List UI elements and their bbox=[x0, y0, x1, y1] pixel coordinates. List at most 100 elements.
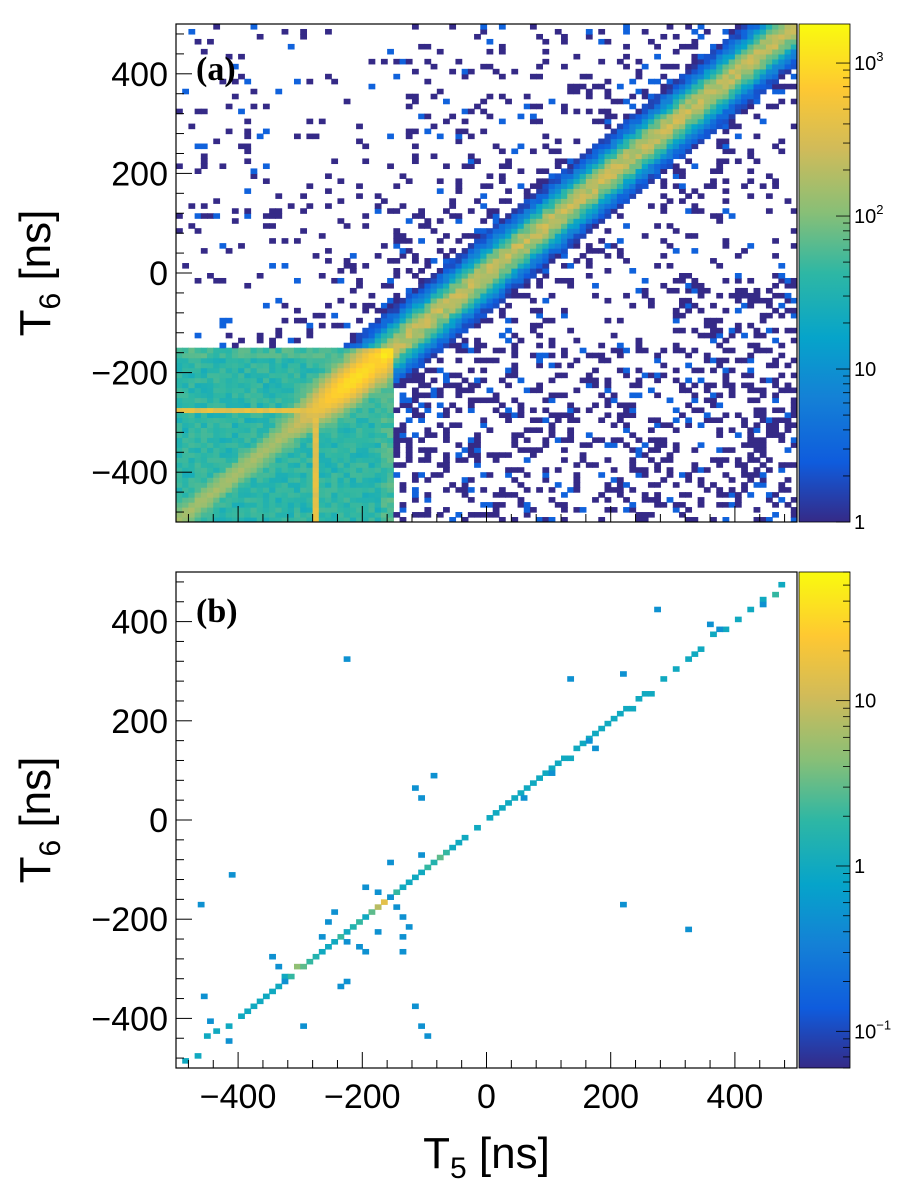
heatmap-bin bbox=[436, 387, 444, 394]
heatmap-bin bbox=[281, 407, 289, 414]
heatmap-bin bbox=[747, 103, 755, 110]
heatmap-bin bbox=[517, 497, 525, 503]
heatmap-bin bbox=[362, 377, 370, 384]
heatmap-bin bbox=[567, 755, 575, 762]
heatmap-bin bbox=[492, 248, 500, 254]
heatmap-bin bbox=[784, 63, 792, 70]
heatmap-bin bbox=[269, 352, 276, 359]
heatmap-bin bbox=[529, 258, 537, 264]
heatmap-bin bbox=[722, 93, 730, 100]
heatmap-bin bbox=[436, 422, 444, 428]
heatmap-bin bbox=[734, 28, 742, 35]
heatmap-bin bbox=[399, 482, 407, 488]
heatmap-bin bbox=[759, 387, 767, 394]
heatmap-bin bbox=[244, 282, 252, 289]
heatmap-bin bbox=[710, 397, 717, 404]
heatmap-bin bbox=[337, 387, 345, 394]
heatmap-bin bbox=[300, 367, 308, 374]
heatmap-bin bbox=[585, 223, 593, 229]
heatmap-bin bbox=[747, 168, 755, 174]
heatmap-bin bbox=[691, 118, 699, 125]
heatmap-bin bbox=[536, 233, 543, 239]
heatmap-bin bbox=[387, 163, 394, 170]
heatmap-bin bbox=[467, 108, 475, 115]
heatmap-bin bbox=[349, 392, 357, 399]
heatmap-bin bbox=[269, 517, 276, 522]
heatmap-bin bbox=[275, 347, 283, 354]
heatmap-bin bbox=[393, 407, 401, 414]
heatmap-bin bbox=[244, 422, 252, 428]
heatmap-bin bbox=[182, 467, 190, 473]
heatmap-bin bbox=[511, 467, 519, 473]
heatmap-bin bbox=[244, 158, 252, 165]
heatmap-bin bbox=[747, 452, 755, 458]
heatmap-bin bbox=[443, 208, 450, 214]
heatmap-bin bbox=[325, 173, 332, 179]
heatmap-bin bbox=[182, 482, 190, 488]
heatmap-bin bbox=[238, 392, 245, 399]
colorbar-tick-label: 1 bbox=[854, 512, 865, 534]
heatmap-bin bbox=[486, 213, 494, 219]
heatmap-bin bbox=[784, 38, 792, 45]
heatmap-bin bbox=[548, 487, 556, 493]
heatmap-bin bbox=[188, 397, 196, 404]
heatmap-bin bbox=[728, 98, 736, 105]
heatmap-bin bbox=[629, 407, 637, 414]
heatmap-bin bbox=[480, 183, 488, 189]
heatmap-bin bbox=[697, 58, 705, 65]
heatmap-bin bbox=[399, 362, 407, 369]
heatmap-bin bbox=[517, 407, 525, 414]
heatmap-bin bbox=[362, 442, 370, 448]
heatmap-bin bbox=[331, 492, 339, 498]
heatmap-bin bbox=[200, 347, 208, 354]
heatmap-bin bbox=[492, 263, 500, 269]
heatmap-bin bbox=[368, 909, 376, 915]
heatmap-bin bbox=[337, 497, 345, 503]
heatmap-bin bbox=[734, 88, 742, 95]
heatmap-bin bbox=[505, 223, 512, 229]
heatmap-bin bbox=[200, 472, 208, 478]
heatmap-bin bbox=[492, 277, 500, 284]
heatmap-bin bbox=[480, 263, 488, 269]
heatmap-bin bbox=[529, 193, 537, 199]
heatmap-bin bbox=[598, 143, 606, 150]
heatmap-bin bbox=[306, 133, 314, 140]
heatmap-bin bbox=[728, 68, 736, 75]
heatmap-bin bbox=[765, 68, 773, 75]
heatmap-bin bbox=[238, 517, 245, 522]
heatmap-bin bbox=[424, 357, 432, 364]
heatmap-bin bbox=[716, 332, 724, 339]
heatmap-bin bbox=[399, 327, 407, 334]
heatmap-bin bbox=[331, 347, 339, 354]
heatmap-bin bbox=[262, 178, 270, 184]
heatmap-bin bbox=[225, 422, 233, 428]
heatmap-bin bbox=[722, 123, 730, 130]
heatmap-bin bbox=[256, 417, 264, 423]
heatmap-bin bbox=[511, 228, 519, 234]
heatmap-bin bbox=[262, 437, 270, 443]
heatmap-bin bbox=[281, 28, 289, 35]
heatmap-bin bbox=[548, 352, 556, 359]
heatmap-bin bbox=[405, 357, 413, 364]
heatmap-bin bbox=[467, 253, 475, 259]
heatmap-bin bbox=[604, 193, 612, 199]
heatmap-bin bbox=[629, 188, 637, 194]
heatmap-bin bbox=[356, 432, 363, 438]
heatmap-bin bbox=[697, 292, 705, 299]
heatmap-bin bbox=[567, 208, 575, 214]
heatmap-bin bbox=[362, 472, 370, 478]
heatmap-bin bbox=[300, 382, 308, 389]
heatmap-bin bbox=[349, 447, 357, 453]
heatmap-bin bbox=[194, 517, 202, 522]
heatmap-bin bbox=[710, 43, 717, 50]
heatmap-bin bbox=[710, 123, 717, 130]
heatmap-bin bbox=[238, 492, 245, 498]
heatmap-bin bbox=[399, 914, 407, 920]
heatmap-bin bbox=[231, 407, 239, 414]
heatmap-bin bbox=[610, 163, 618, 170]
heatmap-bin bbox=[654, 462, 661, 468]
heatmap-bin bbox=[790, 277, 797, 284]
heatmap-bin bbox=[461, 282, 469, 289]
heatmap-bin bbox=[604, 497, 612, 503]
heatmap-bin bbox=[281, 417, 289, 423]
